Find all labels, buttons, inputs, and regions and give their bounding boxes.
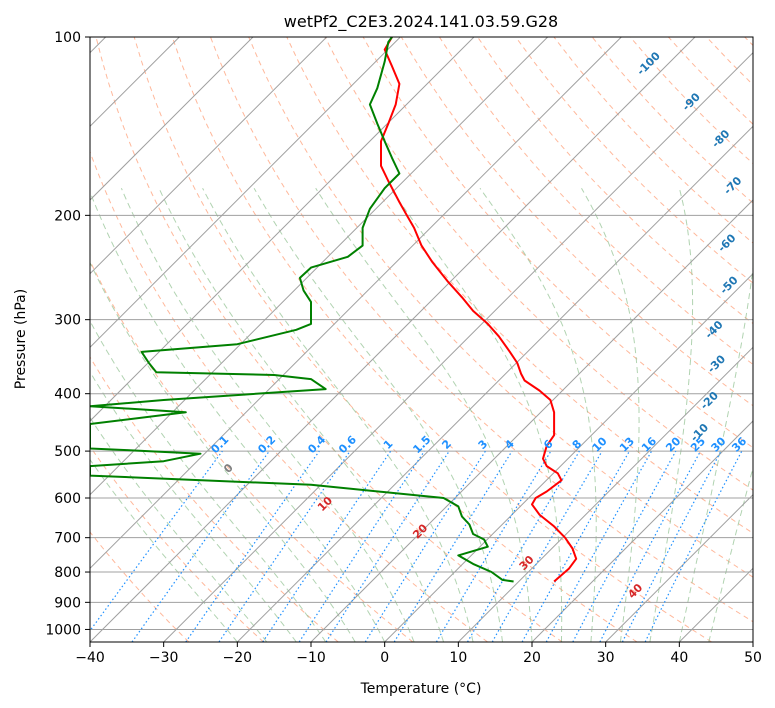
dry-adiabat xyxy=(438,37,753,366)
dry-adiabat xyxy=(90,531,190,642)
isotherm xyxy=(90,37,254,201)
moist-adiabat xyxy=(581,187,640,642)
mixing-ratio-line xyxy=(298,450,425,642)
temperature-profile xyxy=(380,37,578,583)
moist-adiabat xyxy=(90,261,356,642)
x-tick-label: 50 xyxy=(744,650,762,666)
y-axis: 100 200 300 400 500 600 700 800 900 1000 xyxy=(45,30,90,638)
isotherm xyxy=(90,37,328,275)
mixing-ratio-line xyxy=(393,450,513,642)
dry-adiabat xyxy=(210,37,753,623)
x-tick-label: −40 xyxy=(75,650,105,666)
y-tick-label: 400 xyxy=(54,387,81,403)
y-tick-label: 100 xyxy=(54,30,81,46)
isotherm xyxy=(90,37,622,570)
dry-adiabat xyxy=(515,37,753,284)
dewpoint-profile xyxy=(90,37,514,583)
moist-adiabat xyxy=(90,458,238,642)
plot-frame xyxy=(89,36,754,643)
dry-adiabat xyxy=(248,37,753,578)
moist-adiabat xyxy=(90,190,386,642)
mixing-ratio-line xyxy=(185,450,320,642)
isotherm xyxy=(605,493,753,642)
isotherm xyxy=(90,37,549,496)
moist-adiabat xyxy=(120,188,415,642)
moist-adiabat xyxy=(389,187,563,642)
x-tick-label: 20 xyxy=(523,650,541,666)
profile-lines xyxy=(90,37,578,583)
mixing-ratio-line xyxy=(545,450,653,642)
dry-adiabat xyxy=(133,37,638,642)
y-tick-label: 600 xyxy=(54,491,81,507)
mixing-ratio-line xyxy=(262,450,392,642)
x-axis: −40 −30 −20 −10 0 10 20 30 40 50 xyxy=(75,642,762,666)
isotherm xyxy=(457,346,753,642)
y-tick-label: 1000 xyxy=(45,622,81,638)
y-tick-label: 300 xyxy=(54,313,81,329)
moist-adiabat xyxy=(202,187,474,642)
y-tick-label: 200 xyxy=(54,208,81,224)
isotherm xyxy=(310,199,753,642)
x-tick-label: −20 xyxy=(223,650,253,666)
dry-adiabat xyxy=(90,445,264,642)
isotherm xyxy=(163,51,753,642)
y-tick-label: 800 xyxy=(54,565,81,581)
moist-adiabat xyxy=(90,320,327,642)
y-tick-label: 900 xyxy=(54,595,81,611)
mixing-ratio-line xyxy=(572,450,677,642)
x-tick-label: 30 xyxy=(597,650,615,666)
moist-adiabat xyxy=(253,187,503,642)
mixing-ratio-line xyxy=(131,450,270,642)
isotherm xyxy=(236,125,753,642)
x-tick-label: 40 xyxy=(670,650,688,666)
mixing-ratio-line xyxy=(325,450,450,642)
x-tick-label: 0 xyxy=(380,650,389,666)
x-tick-label: −10 xyxy=(296,650,326,666)
x-tick-label: −30 xyxy=(149,650,179,666)
moist-adiabat xyxy=(479,187,597,642)
mixing-ratio-line xyxy=(521,450,631,642)
moist-adiabat xyxy=(678,264,753,642)
x-axis-title: Temperature (°C) xyxy=(360,681,482,697)
isotherm xyxy=(90,37,475,422)
dry-adiabat xyxy=(400,37,753,407)
chart-title: wetPf2_C2E3.2024.141.03.59.G28 xyxy=(284,12,558,32)
isotherm xyxy=(90,37,401,349)
dry-adiabat xyxy=(95,37,563,642)
mixing-ratio-line xyxy=(218,450,351,642)
mixing-ratio-line xyxy=(644,450,743,642)
isotherm xyxy=(90,37,696,642)
dry-adiabat xyxy=(90,356,339,642)
moist-adiabat xyxy=(315,187,533,642)
dry-adiabat xyxy=(90,150,488,642)
moist-adiabat xyxy=(649,188,694,642)
y-tick-label: 500 xyxy=(54,444,81,460)
x-tick-label: 10 xyxy=(449,650,467,666)
y-tick-label: 700 xyxy=(54,531,81,547)
y-axis-title: Pressure (hPa) xyxy=(13,289,29,389)
mixing-ratio-line xyxy=(90,450,223,632)
isotherm xyxy=(531,420,753,642)
